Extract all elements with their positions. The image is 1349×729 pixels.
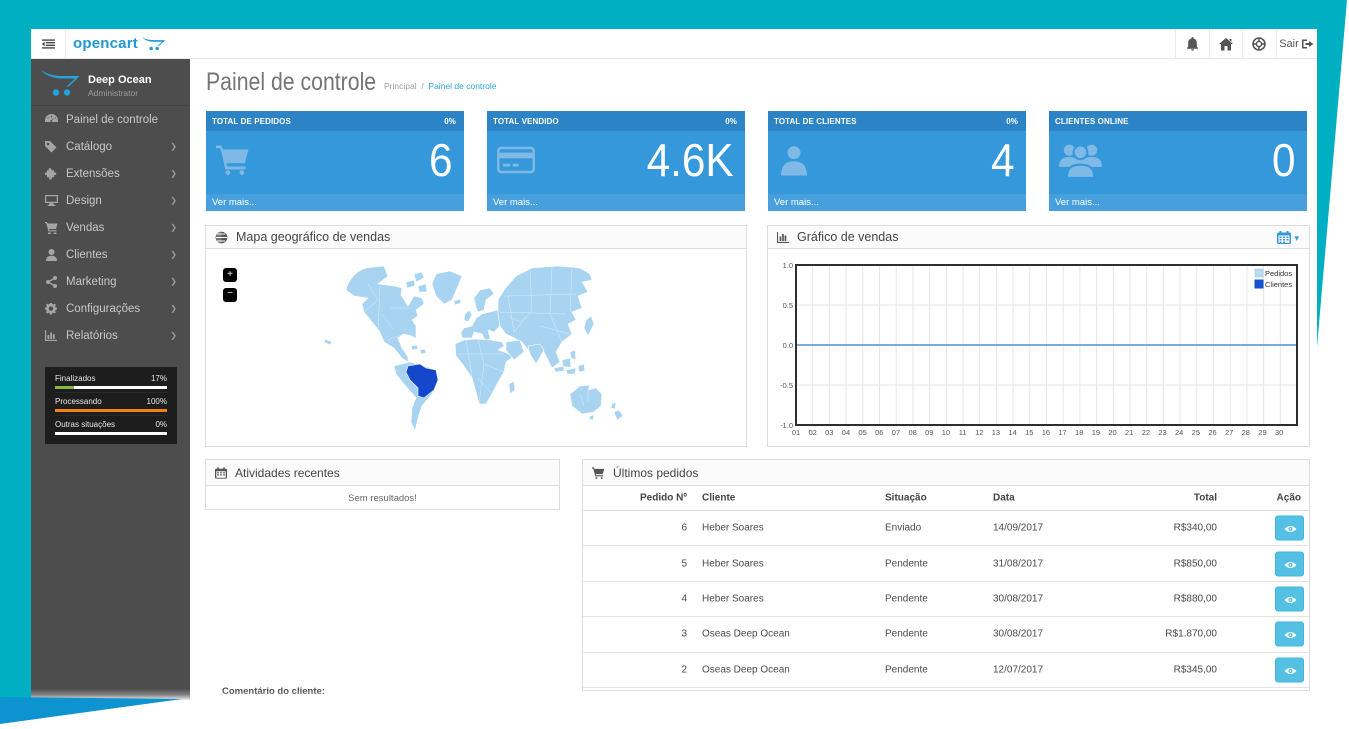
svg-text:05: 05 — [858, 428, 866, 437]
svg-text:-0.5: -0.5 — [780, 381, 793, 390]
svg-text:17: 17 — [1058, 428, 1066, 437]
svg-text:03: 03 — [825, 428, 833, 437]
svg-text:1.0: 1.0 — [783, 261, 793, 270]
svg-text:26: 26 — [1208, 428, 1216, 437]
svg-text:12: 12 — [975, 428, 983, 437]
svg-text:16: 16 — [1042, 428, 1050, 437]
svg-text:11: 11 — [959, 428, 967, 437]
svg-text:24: 24 — [1175, 428, 1183, 437]
svg-text:15: 15 — [1025, 428, 1033, 437]
svg-text:10: 10 — [942, 428, 950, 437]
svg-text:19: 19 — [1092, 428, 1100, 437]
svg-text:30: 30 — [1275, 428, 1283, 437]
svg-text:Pedidos: Pedidos — [1265, 269, 1292, 278]
svg-text:21: 21 — [1125, 428, 1133, 437]
svg-text:27: 27 — [1225, 428, 1233, 437]
svg-text:08: 08 — [908, 428, 916, 437]
svg-text:07: 07 — [892, 428, 900, 437]
svg-text:04: 04 — [842, 428, 850, 437]
svg-text:02: 02 — [808, 428, 816, 437]
svg-text:06: 06 — [875, 428, 883, 437]
svg-text:20: 20 — [1108, 428, 1116, 437]
svg-text:22: 22 — [1142, 428, 1150, 437]
svg-text:28: 28 — [1242, 428, 1250, 437]
svg-text:0.0: 0.0 — [783, 341, 793, 350]
svg-text:23: 23 — [1158, 428, 1166, 437]
svg-text:-1.0: -1.0 — [780, 421, 793, 430]
svg-text:01: 01 — [792, 428, 800, 437]
svg-text:14: 14 — [1008, 428, 1016, 437]
svg-text:Clientes: Clientes — [1265, 280, 1292, 289]
svg-text:29: 29 — [1258, 428, 1266, 437]
svg-text:09: 09 — [925, 428, 933, 437]
svg-text:18: 18 — [1075, 428, 1083, 437]
svg-text:25: 25 — [1192, 428, 1200, 437]
svg-text:0.5: 0.5 — [783, 301, 793, 310]
svg-text:13: 13 — [992, 428, 1000, 437]
